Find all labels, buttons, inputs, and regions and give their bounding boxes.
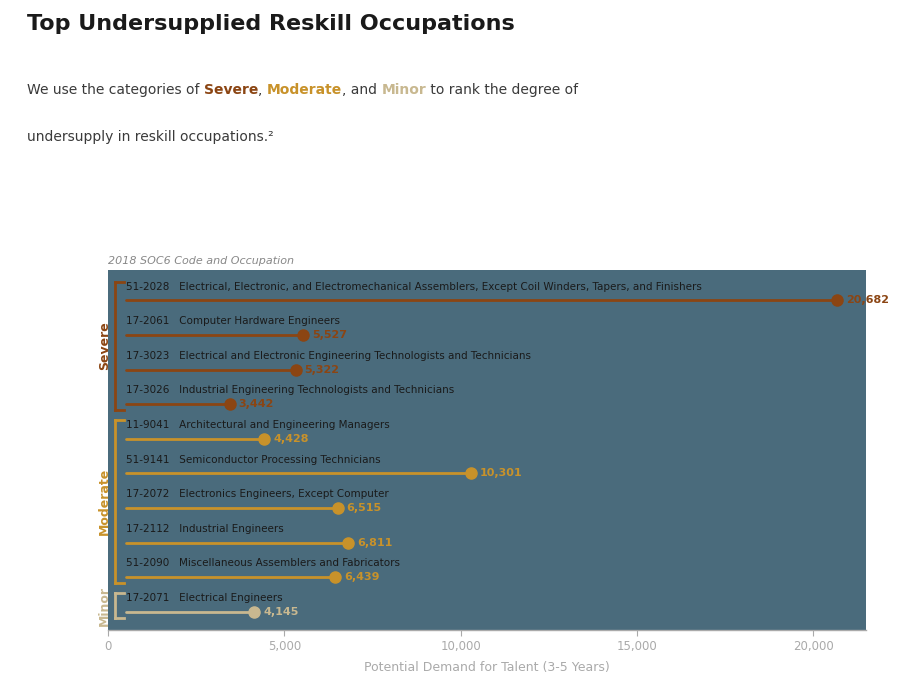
Text: 5,322: 5,322 [305, 365, 339, 374]
Text: 6,439: 6,439 [344, 572, 380, 582]
Text: 17-3023   Electrical and Electronic Engineering Technologists and Technicians: 17-3023 Electrical and Electronic Engine… [126, 351, 531, 361]
Text: 17-2112   Industrial Engineers: 17-2112 Industrial Engineers [126, 524, 283, 534]
Text: Top Undersupplied Reskill Occupations: Top Undersupplied Reskill Occupations [27, 14, 515, 34]
Text: 2018 SOC6 Code and Occupation: 2018 SOC6 Code and Occupation [108, 257, 294, 266]
Text: to rank the degree of: to rank the degree of [427, 83, 578, 97]
Text: 4,145: 4,145 [263, 607, 299, 617]
Text: 6,811: 6,811 [357, 538, 392, 547]
Text: undersupply in reskill occupations.²: undersupply in reskill occupations.² [27, 130, 273, 144]
Text: Moderate: Moderate [98, 468, 111, 536]
Text: 51-2090   Miscellaneous Assemblers and Fabricators: 51-2090 Miscellaneous Assemblers and Fab… [126, 558, 400, 569]
Text: 6,515: 6,515 [346, 503, 382, 513]
Text: 4,428: 4,428 [273, 434, 308, 444]
Text: We use the categories of: We use the categories of [27, 83, 204, 97]
X-axis label: Potential Demand for Talent (3-5 Years): Potential Demand for Talent (3-5 Years) [364, 662, 610, 675]
Text: Moderate: Moderate [267, 83, 343, 97]
Text: Minor: Minor [382, 83, 427, 97]
Text: 17-2072   Electronics Engineers, Except Computer: 17-2072 Electronics Engineers, Except Co… [126, 489, 389, 500]
Text: 17-3026   Industrial Engineering Technologists and Technicians: 17-3026 Industrial Engineering Technolog… [126, 385, 454, 395]
Text: Severe: Severe [98, 322, 111, 370]
Text: 5,527: 5,527 [312, 330, 347, 340]
Text: ,: , [258, 83, 267, 97]
Text: 3,442: 3,442 [238, 399, 273, 409]
Text: 10,301: 10,301 [480, 468, 522, 478]
Text: , and: , and [343, 83, 382, 97]
Text: 11-9041   Architectural and Engineering Managers: 11-9041 Architectural and Engineering Ma… [126, 420, 390, 430]
Text: Minor: Minor [98, 585, 111, 626]
Text: 20,682: 20,682 [846, 295, 888, 305]
Text: 17-2061   Computer Hardware Engineers: 17-2061 Computer Hardware Engineers [126, 316, 340, 326]
Text: Severe: Severe [204, 83, 258, 97]
Text: 51-2028   Electrical, Electronic, and Electromechanical Assemblers, Except Coil : 51-2028 Electrical, Electronic, and Elec… [126, 282, 702, 292]
Text: 51-9141   Semiconductor Processing Technicians: 51-9141 Semiconductor Processing Technic… [126, 455, 381, 465]
Text: 17-2071   Electrical Engineers: 17-2071 Electrical Engineers [126, 593, 282, 603]
